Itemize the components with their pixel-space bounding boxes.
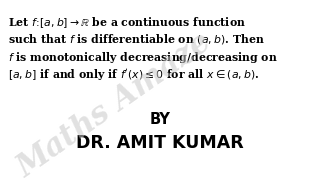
Text: Let $f\!:\![a, b] \rightarrow \mathbb{R}$ be a continuous function: Let $f\!:\![a, b] \rightarrow \mathbb{R}… <box>8 15 246 30</box>
Text: $f$ is monotonically decreasing/decreasing on: $f$ is monotonically decreasing/decreasi… <box>8 50 278 65</box>
Text: such that $f$ is differentiable on $(a, b)$. Then: such that $f$ is differentiable on $(a, … <box>8 32 265 46</box>
Text: DR. AMIT KUMAR: DR. AMIT KUMAR <box>76 134 244 152</box>
Text: BY: BY <box>149 112 171 127</box>
Text: $[a, b]$ if and only if $f^{\prime}(x) \leq 0$ for all $x \in (a, b)$.: $[a, b]$ if and only if $f^{\prime}(x) \… <box>8 67 260 82</box>
Text: Maths Amaze: Maths Amaze <box>12 26 218 180</box>
